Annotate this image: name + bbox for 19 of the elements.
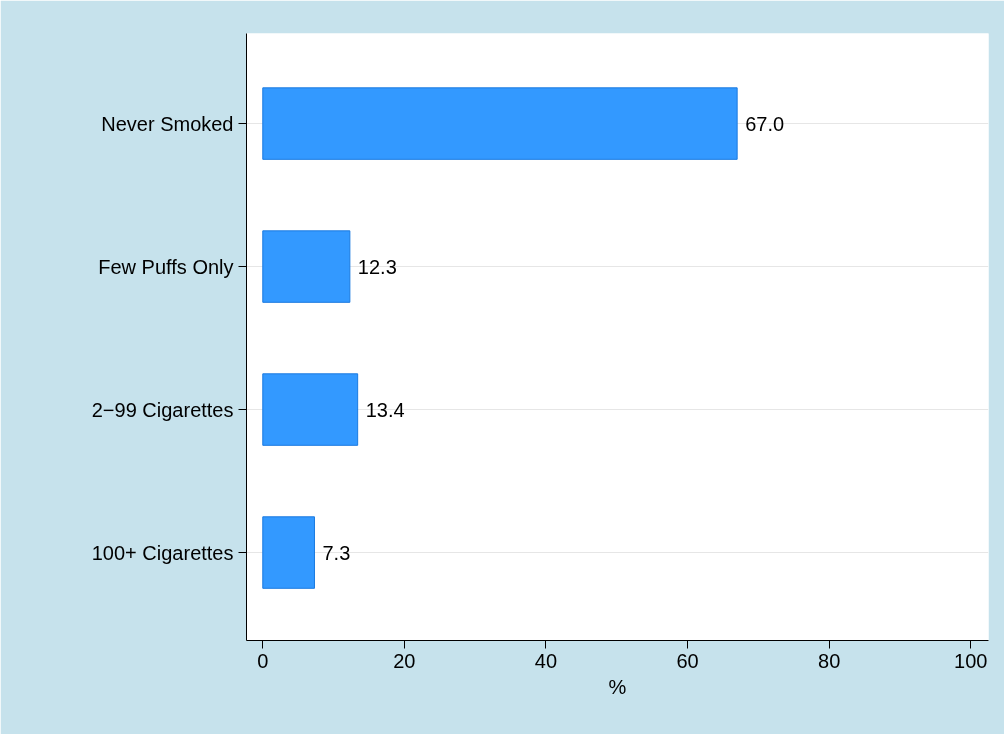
- x-tick-label: 20: [393, 649, 416, 672]
- y-tick-label: Few Puffs Only: [98, 255, 234, 278]
- bar: [262, 230, 351, 303]
- x-tick-label: 60: [676, 649, 699, 672]
- data-label: 67.0: [745, 112, 785, 135]
- data-label: 7.3: [322, 541, 351, 564]
- y-tick-label: Never Smoked: [101, 112, 234, 135]
- data-label: 13.4: [365, 398, 405, 421]
- x-axis-title: %: [608, 675, 627, 698]
- bar: [262, 516, 315, 589]
- x-tick-label: 0: [257, 649, 269, 672]
- x-tick-label: 40: [534, 649, 558, 672]
- y-tick-label: 2−99 Cigarettes: [91, 398, 234, 421]
- bar: [262, 87, 738, 160]
- x-tick-label: 100: [954, 649, 988, 672]
- data-label: 12.3: [357, 255, 397, 278]
- y-tick-label: 100+ Cigarettes: [91, 541, 234, 564]
- x-tick-label: 80: [818, 649, 841, 672]
- bar: [262, 373, 359, 446]
